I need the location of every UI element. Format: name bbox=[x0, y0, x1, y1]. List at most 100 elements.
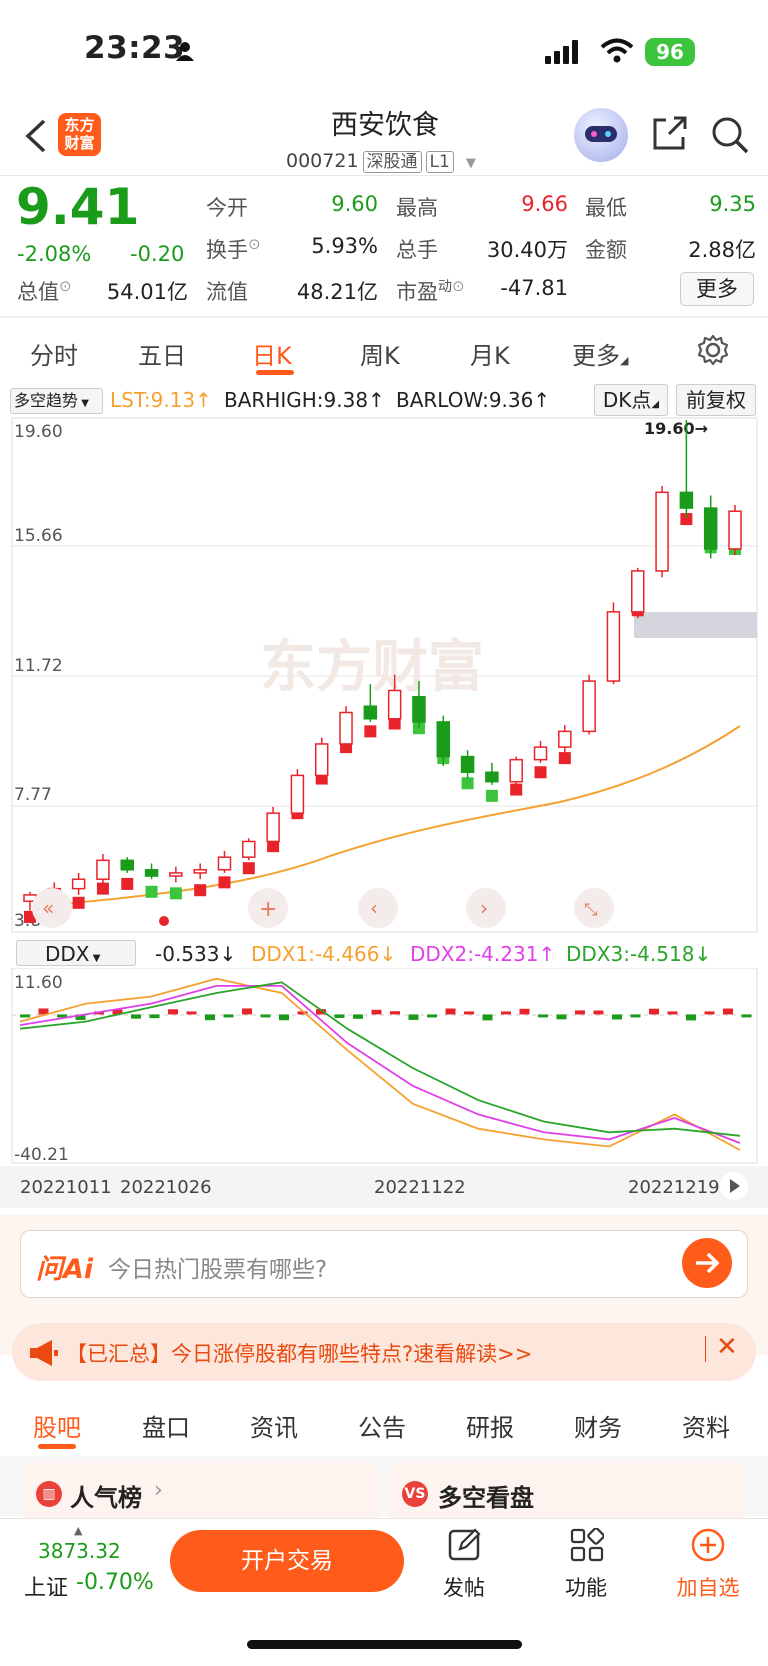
ddx-bar bbox=[538, 1014, 548, 1018]
index-value[interactable]: 3873.32 bbox=[38, 1539, 121, 1563]
mktcap-value: 54.01亿 bbox=[106, 280, 188, 304]
tab-monthly-k[interactable]: 月K bbox=[470, 342, 510, 370]
candle-body bbox=[217, 856, 232, 871]
candle-body bbox=[606, 611, 621, 682]
grid-features-icon[interactable] bbox=[570, 1528, 604, 1562]
price-adjust-button[interactable]: 前复权 bbox=[676, 384, 756, 416]
chevron-left-icon: ‹ bbox=[370, 896, 378, 920]
close-icon[interactable]: ✕ bbox=[716, 1332, 738, 1362]
ai-robot-avatar[interactable] bbox=[574, 108, 628, 162]
ddx-y-bottom: -40.21 bbox=[14, 1145, 69, 1165]
zoom-in-button[interactable] bbox=[248, 888, 288, 928]
open-label: 今开 bbox=[206, 196, 248, 220]
y-label: 11.72 bbox=[14, 656, 63, 676]
ddx-bars bbox=[20, 1008, 752, 1021]
stock-code-row[interactable]: 000721 深股通 L1 ▼ bbox=[286, 147, 476, 173]
ai-prompt-placeholder[interactable]: 今日热门股票有哪些? bbox=[108, 1257, 328, 1283]
ddx-y-top: 11.60 bbox=[14, 973, 63, 993]
candle-body bbox=[144, 869, 159, 877]
trend-block bbox=[388, 717, 401, 730]
tab-research[interactable]: 研报 bbox=[466, 1414, 514, 1442]
date-label: 20221122 bbox=[374, 1177, 466, 1198]
index-name[interactable]: 上证 bbox=[24, 1576, 69, 1601]
settings-gear-icon[interactable] bbox=[697, 334, 729, 366]
back-icon[interactable] bbox=[22, 118, 52, 154]
notice-text[interactable]: 【已汇总】今日涨停股都有哪些特点?速看解读>> bbox=[66, 1342, 533, 1366]
tab-order-book[interactable]: 盘口 bbox=[142, 1414, 190, 1442]
add-watchlist-icon[interactable] bbox=[690, 1527, 726, 1563]
tab-five-day[interactable]: 五日 bbox=[138, 342, 186, 370]
ai-send-button[interactable] bbox=[682, 1238, 732, 1288]
open-account-trade-button[interactable]: 开户交易 bbox=[170, 1530, 404, 1592]
arrow-right-icon bbox=[696, 1252, 720, 1274]
pe-label[interactable]: 市盈动⊙ bbox=[396, 277, 465, 304]
expand-icon: ⤡ bbox=[584, 900, 598, 920]
tab-news[interactable]: 资讯 bbox=[250, 1414, 298, 1442]
tab-announcements[interactable]: 公告 bbox=[358, 1414, 406, 1442]
divider bbox=[0, 175, 768, 176]
index-change[interactable]: -0.70% bbox=[76, 1570, 154, 1595]
home-indicator bbox=[247, 1640, 522, 1649]
ddx-bar bbox=[556, 1014, 567, 1020]
date-axis bbox=[0, 1166, 768, 1208]
tab-more[interactable]: 更多◢ bbox=[572, 342, 629, 370]
ddx-bar bbox=[630, 1014, 641, 1018]
bull-bear-card[interactable] bbox=[388, 1462, 746, 1522]
ddx-bar bbox=[686, 1014, 696, 1021]
candle-body bbox=[290, 774, 305, 814]
tab-profile[interactable]: 资料 bbox=[682, 1414, 730, 1442]
nav-button[interactable] bbox=[32, 888, 72, 928]
trend-block bbox=[485, 789, 498, 802]
tab-intraday[interactable]: 分时 bbox=[30, 342, 78, 370]
tab-weekly-k[interactable]: 周K bbox=[360, 342, 400, 370]
float-value: 48.21亿 bbox=[296, 280, 378, 304]
person-icon bbox=[176, 42, 194, 61]
divider bbox=[0, 316, 768, 318]
volume-label: 总手 bbox=[396, 238, 438, 262]
trend-block bbox=[194, 884, 207, 897]
candle-body bbox=[679, 491, 694, 509]
tab-daily-k[interactable]: 日K bbox=[252, 342, 292, 370]
mktcap-label[interactable]: 总值⊙ bbox=[17, 277, 72, 304]
ddx-chart[interactable]: 11.60 -40.21 20221011 20221026 20221122 … bbox=[0, 968, 768, 1208]
amount-label: 金额 bbox=[585, 238, 627, 262]
app-logo: 东方 财富 bbox=[58, 113, 101, 156]
change-percent: -2.08% bbox=[17, 242, 92, 266]
support-zone bbox=[634, 612, 757, 638]
fullscreen-button[interactable] bbox=[574, 888, 614, 928]
kline-chart[interactable]: 东方财富 19.60 15.66 11.72 7.77 3.83 19.60→ … bbox=[0, 416, 768, 936]
indicator-selector[interactable]: 多空趋势 ▼ bbox=[10, 388, 103, 414]
signal-icon bbox=[545, 40, 578, 64]
signal-dot bbox=[159, 916, 169, 926]
trend-block bbox=[169, 887, 182, 900]
candle-body bbox=[363, 705, 378, 720]
search-icon[interactable] bbox=[710, 115, 750, 155]
info-icon: ⊙ bbox=[248, 235, 261, 253]
share-icon[interactable] bbox=[650, 115, 690, 153]
candle-body bbox=[169, 872, 183, 877]
trend-block bbox=[364, 725, 377, 738]
notice-banner[interactable] bbox=[12, 1323, 756, 1381]
nav-features-label[interactable]: 功能 bbox=[565, 1576, 607, 1600]
candle-body bbox=[193, 869, 207, 874]
caret-up-icon: ▲ bbox=[74, 1524, 83, 1537]
nav-add-watch-label[interactable]: 加自选 bbox=[676, 1576, 740, 1600]
more-quote-button[interactable]: 更多 bbox=[680, 272, 754, 306]
nav-post-label[interactable]: 发帖 bbox=[443, 1576, 485, 1600]
dk-point-button[interactable]: DK点◢ bbox=[594, 384, 668, 416]
ddx-bar bbox=[427, 1014, 437, 1018]
ai-search-box[interactable] bbox=[20, 1230, 748, 1298]
popularity-card[interactable] bbox=[22, 1462, 380, 1522]
turnover-label[interactable]: 换手⊙ bbox=[206, 235, 261, 262]
tab-forum[interactable]: 股吧 bbox=[33, 1414, 81, 1442]
ddx-bar bbox=[575, 1010, 585, 1015]
tab-financials[interactable]: 财务 bbox=[574, 1414, 622, 1442]
next-button[interactable] bbox=[466, 888, 506, 928]
edit-post-icon[interactable] bbox=[448, 1527, 482, 1561]
trend-block bbox=[242, 862, 255, 875]
stock-name: 西安饮食 bbox=[331, 110, 439, 141]
trend-block bbox=[461, 777, 474, 790]
prev-button[interactable] bbox=[358, 888, 398, 928]
ddx-selector[interactable]: DDX ▼ bbox=[16, 940, 136, 966]
ddx-bar bbox=[353, 1014, 363, 1019]
